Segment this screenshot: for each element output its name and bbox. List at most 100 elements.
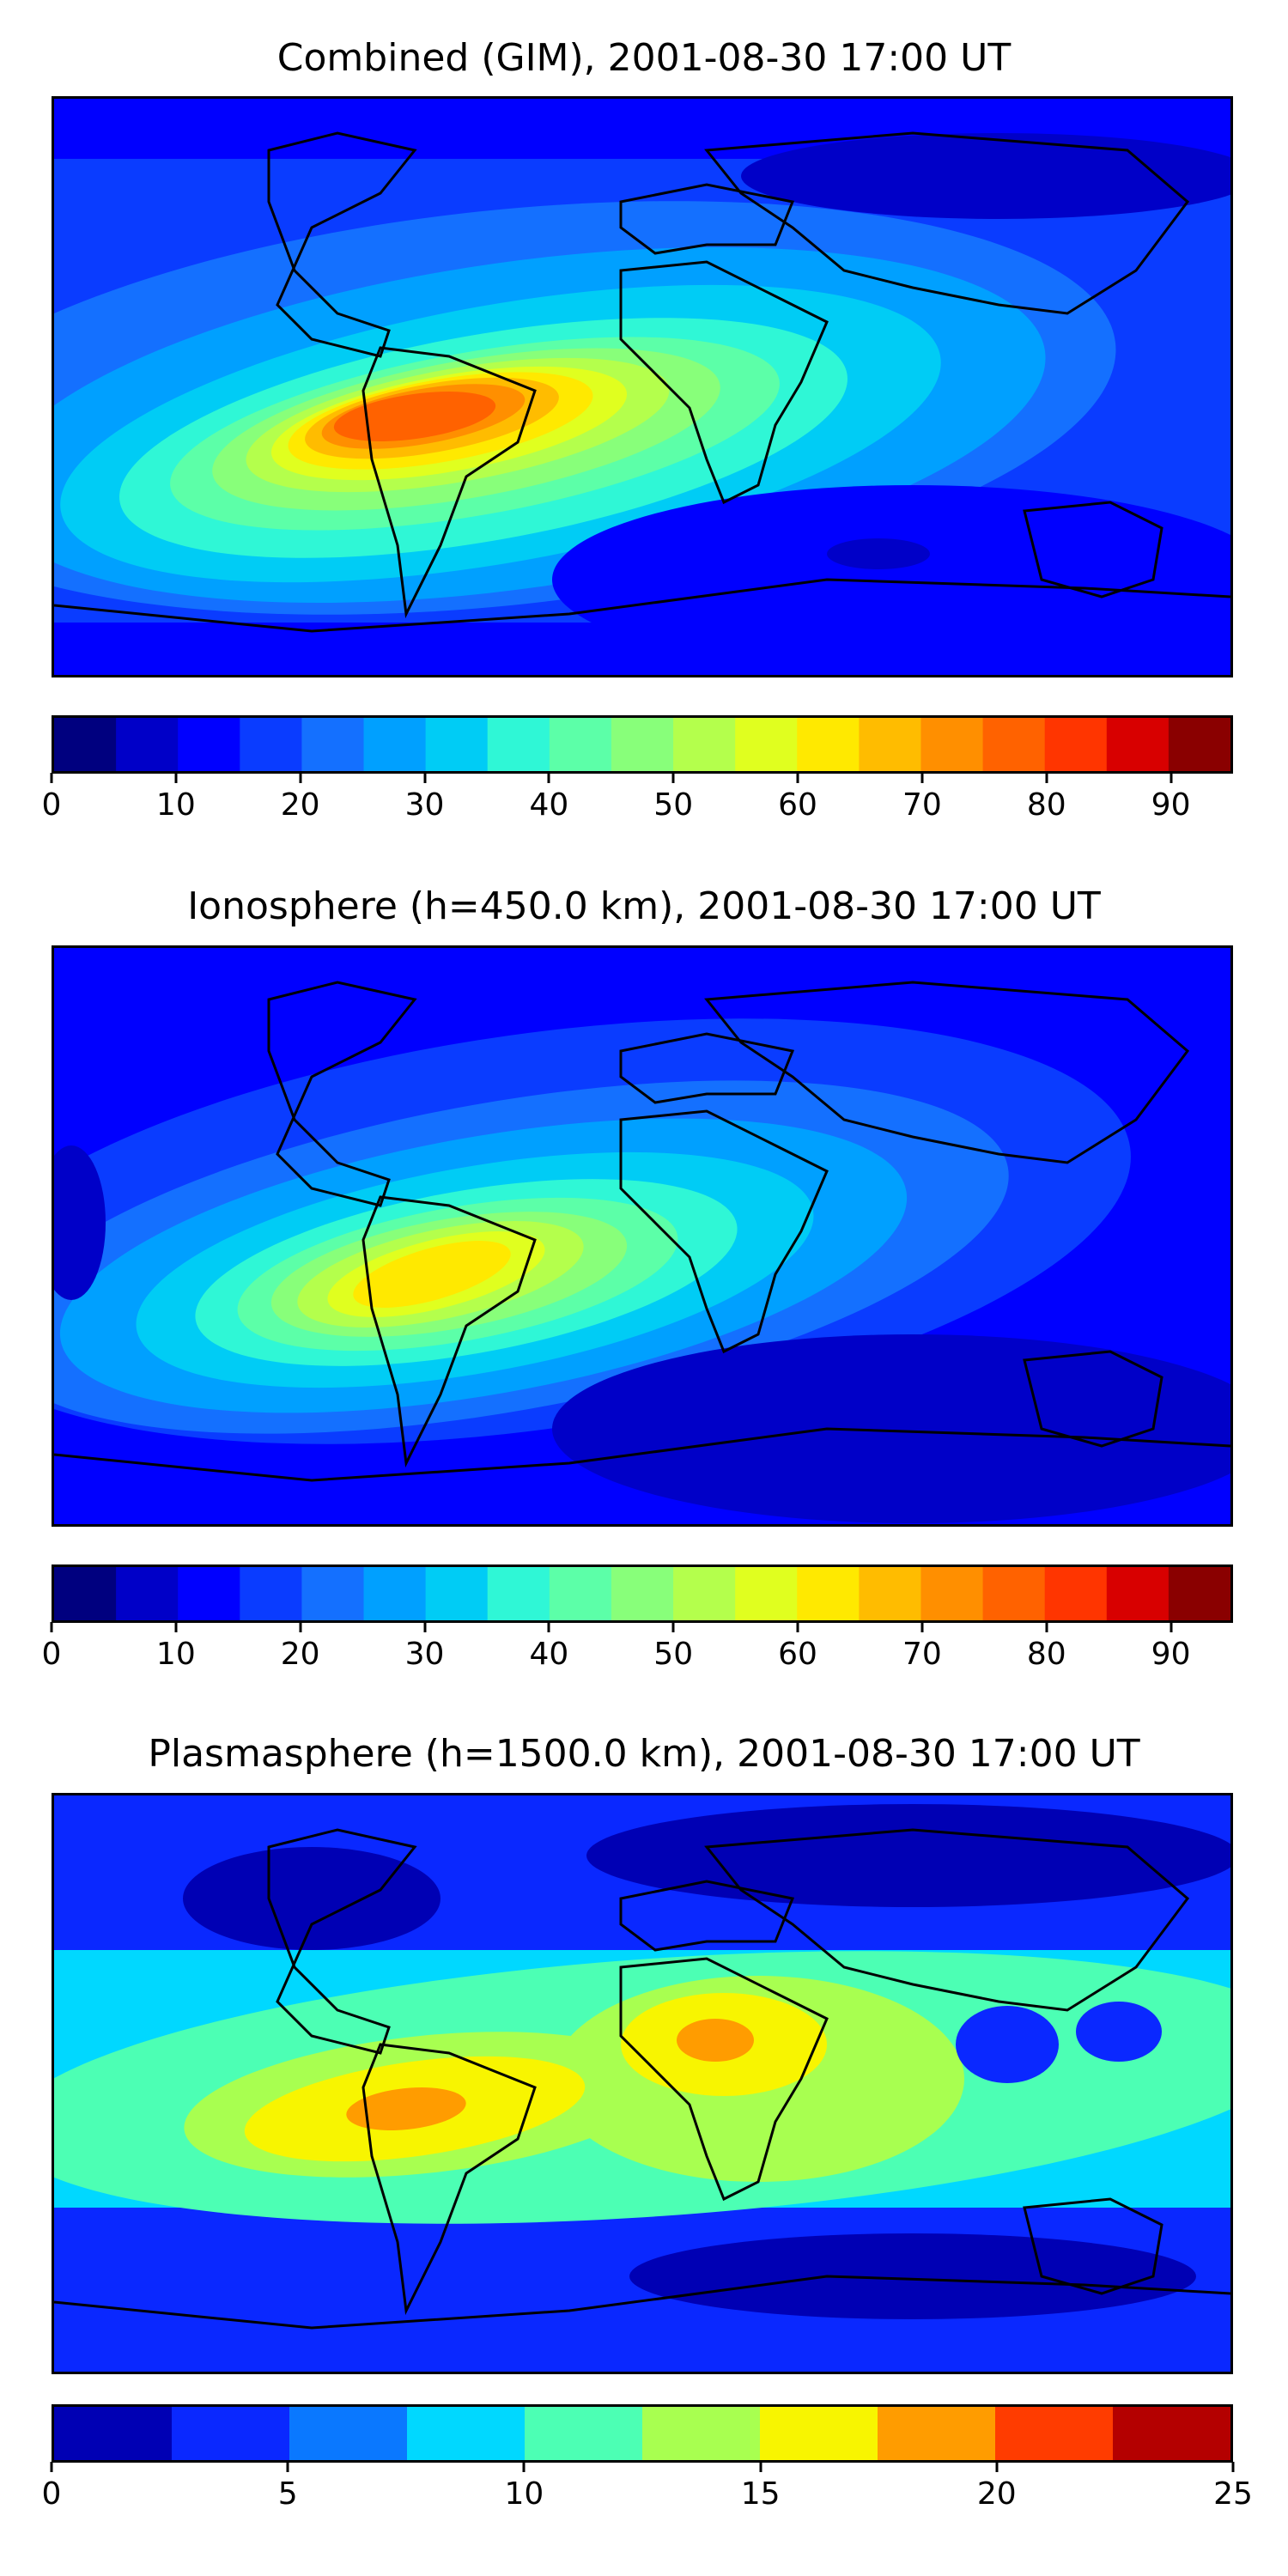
colorbar-bin bbox=[301, 1567, 365, 1620]
colorbar-tick-label: 30 bbox=[404, 1637, 445, 1672]
colorbar-tick-label: 30 bbox=[404, 787, 445, 823]
colorbar-bin bbox=[673, 718, 736, 771]
colorbar-tick bbox=[522, 2462, 526, 2472]
colorbar-tick bbox=[995, 2462, 999, 2472]
contour-band-south bbox=[54, 623, 1230, 675]
contour-region bbox=[629, 2233, 1196, 2319]
coastline bbox=[1023, 501, 1163, 598]
coastline bbox=[361, 2043, 537, 2316]
coastline bbox=[619, 1880, 795, 1952]
colorbar-tick-label: 60 bbox=[778, 787, 817, 823]
colorbar-bin bbox=[549, 1567, 612, 1620]
colorbar-bin bbox=[735, 1567, 798, 1620]
colorbar-tick bbox=[299, 1622, 302, 1632]
colorbar-tick-label: 90 bbox=[1151, 1637, 1191, 1672]
colorbar-bin bbox=[407, 2407, 526, 2460]
colorbar-tick bbox=[796, 1622, 799, 1632]
colorbar-ionosphere bbox=[52, 1564, 1233, 1623]
colorbar-bin bbox=[982, 1567, 1046, 1620]
coastline bbox=[619, 1032, 795, 1104]
coastline bbox=[54, 2275, 1230, 2330]
colorbar-tick bbox=[50, 2462, 53, 2472]
colorbar-ticks-combined: 0 10 20 30 40 50 60 70 80 90 bbox=[42, 773, 1233, 824]
colorbar-tick-label: 5 bbox=[277, 2476, 298, 2512]
coastline bbox=[619, 260, 829, 505]
heatmap-combined bbox=[54, 99, 1230, 675]
coastline bbox=[267, 981, 417, 1207]
colorbar-bin bbox=[301, 718, 365, 771]
coastline bbox=[704, 131, 1190, 315]
colorbar-tick-label: 50 bbox=[653, 787, 694, 823]
colorbar-tick bbox=[423, 1622, 427, 1632]
map-plasmasphere bbox=[52, 1793, 1233, 2374]
colorbar-tick bbox=[1231, 2462, 1235, 2472]
contour-region bbox=[552, 1334, 1230, 1523]
colorbar-tick bbox=[920, 773, 924, 783]
contour-region bbox=[333, 392, 496, 441]
coastline bbox=[267, 131, 417, 358]
colorbar-bin bbox=[425, 718, 489, 771]
colorbar-tick bbox=[174, 1622, 178, 1632]
colorbar-bin bbox=[178, 1567, 240, 1620]
colorbar-bin bbox=[525, 2407, 643, 2460]
colorbar-bin bbox=[363, 1567, 427, 1620]
colorbar-bin bbox=[1106, 718, 1170, 771]
colorbar-tick bbox=[174, 773, 178, 783]
colorbar-tick bbox=[671, 773, 675, 783]
contour-region bbox=[677, 2019, 754, 2062]
colorbar-bin bbox=[859, 718, 922, 771]
colorbar-tick-label: 80 bbox=[1026, 787, 1066, 823]
colorbar-tick-label: 15 bbox=[740, 2476, 781, 2512]
colorbar-bin bbox=[760, 2407, 878, 2460]
colorbar-bin bbox=[425, 1567, 489, 1620]
contour-region bbox=[827, 538, 930, 569]
chart-title-ionosphere: Ionosphere (h=450.0 km), 2001-08-30 17:0… bbox=[187, 884, 1101, 928]
contour-region bbox=[956, 2006, 1059, 2083]
coastline bbox=[54, 1427, 1230, 1482]
colorbar-bin bbox=[995, 2407, 1114, 2460]
colorbar-bin bbox=[487, 718, 550, 771]
colorbar-bin bbox=[920, 718, 984, 771]
colorbar-bin bbox=[172, 2407, 290, 2460]
colorbar-tick-label: 50 bbox=[653, 1637, 694, 1672]
colorbar-bin bbox=[116, 718, 179, 771]
colorbar-tick-label: 70 bbox=[902, 1637, 942, 1672]
colorbar-tick-label: 70 bbox=[902, 787, 942, 823]
colorbar-bin bbox=[116, 1567, 179, 1620]
colorbar-bin bbox=[240, 1567, 303, 1620]
colorbar-tick bbox=[423, 773, 427, 783]
colorbar-bin bbox=[797, 1567, 860, 1620]
contour-region bbox=[353, 1241, 511, 1308]
coastline bbox=[619, 1109, 829, 1354]
colorbar-tick-label: 0 bbox=[41, 787, 62, 823]
colorbar-plasmasphere bbox=[52, 2404, 1233, 2463]
colorbar-bin bbox=[878, 2407, 996, 2460]
colorbar-tick-label: 25 bbox=[1213, 2476, 1253, 2512]
colorbar-bin bbox=[859, 1567, 922, 1620]
colorbar-tick bbox=[671, 1622, 675, 1632]
colorbar-tick bbox=[1045, 773, 1048, 783]
colorbar-tick-label: 0 bbox=[41, 2476, 62, 2512]
contour-region bbox=[54, 1145, 106, 1300]
colorbar-bin bbox=[487, 1567, 550, 1620]
colorbar-ticks-ionosphere: 0 10 20 30 40 50 60 70 80 90 bbox=[42, 1622, 1233, 1674]
colorbar-tick-label: 10 bbox=[155, 787, 196, 823]
coastline bbox=[1023, 1350, 1163, 1448]
colorbar-tick bbox=[759, 2462, 762, 2472]
contour-region bbox=[183, 1847, 440, 1950]
heatmap-plasmasphere bbox=[54, 1795, 1230, 2372]
colorbar-combined bbox=[52, 715, 1233, 774]
colorbar-ionosphere-bins bbox=[54, 1567, 1230, 1620]
coastline bbox=[704, 981, 1190, 1164]
colorbar-bin bbox=[1044, 718, 1108, 771]
coastline bbox=[361, 1195, 537, 1468]
colorbar-tick-label: 0 bbox=[41, 1637, 62, 1672]
colorbar-bin bbox=[1168, 718, 1230, 771]
colorbar-bin bbox=[363, 718, 427, 771]
colorbar-bin bbox=[1168, 1567, 1230, 1620]
colorbar-tick bbox=[796, 773, 799, 783]
colorbar-bin bbox=[240, 718, 303, 771]
colorbar-ticks-plasmasphere: 0 5 10 15 20 25 bbox=[42, 2462, 1253, 2513]
colorbar-bin bbox=[982, 718, 1046, 771]
heatmap-ionosphere bbox=[54, 948, 1230, 1524]
